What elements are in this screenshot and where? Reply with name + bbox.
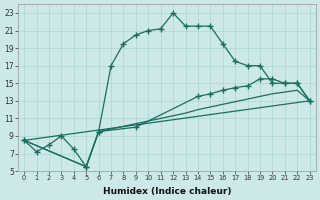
X-axis label: Humidex (Indice chaleur): Humidex (Indice chaleur)	[103, 187, 231, 196]
